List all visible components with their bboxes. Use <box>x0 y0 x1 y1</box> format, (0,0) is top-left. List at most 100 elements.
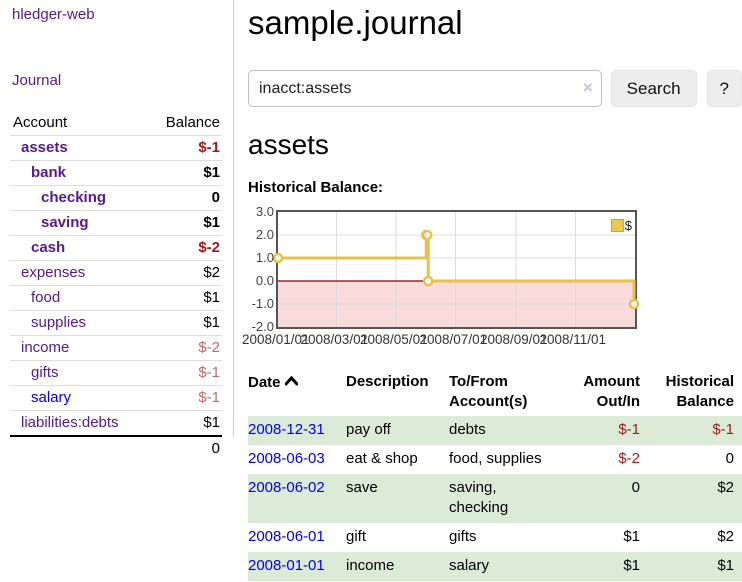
app-title-link[interactable]: hledger-web <box>12 6 95 23</box>
account-link[interactable]: saving <box>41 214 89 231</box>
account-balance: $-1 <box>148 360 222 386</box>
accounts-total-balance: 0 <box>148 435 222 461</box>
description-cell: eat & shop <box>346 450 418 467</box>
accounts-cell: saving, checking <box>449 479 509 516</box>
description-cell: gift <box>346 528 367 545</box>
sidebar-divider <box>233 0 234 437</box>
table-row: 2008-06-03 eat & shop food, supplies $-2 0 <box>248 445 742 474</box>
amount-cell: $1 <box>623 557 640 574</box>
date-link[interactable]: 2008-06-03 <box>248 450 325 467</box>
account-link[interactable]: checking <box>41 189 107 206</box>
chart-plot-area[interactable]: $ <box>272 210 640 329</box>
x-axis-tick-label: 2008/05/01 <box>360 332 428 347</box>
legend-swatch-icon <box>610 219 624 232</box>
balance-cell: $-1 <box>712 421 734 438</box>
account-row: liabilities:debts $1 <box>10 410 222 436</box>
chart-title: Historical Balance: <box>248 179 384 196</box>
search-button[interactable]: Search <box>610 70 697 107</box>
sidebar: hledger-web Journal Account Balance asse… <box>0 0 233 582</box>
account-balance: $-2 <box>148 235 222 261</box>
accounts-cell: food, supplies <box>449 450 542 467</box>
account-link[interactable]: expenses <box>21 264 86 281</box>
account-link[interactable]: supplies <box>31 314 87 331</box>
x-axis-tick-label: 2008/03/01 <box>300 332 369 347</box>
account-link[interactable]: cash <box>31 239 66 256</box>
account-balance: $2 <box>148 260 222 286</box>
x-axis-tick-label: 2008/09/01 <box>480 332 548 347</box>
search-bar: × Search ? <box>248 70 742 107</box>
register-header-accounts: To/From Account(s) <box>449 373 528 410</box>
account-row: bank $1 <box>10 160 222 186</box>
account-link[interactable]: income <box>21 339 70 356</box>
y-axis-tick-label: 2.0 <box>255 227 274 242</box>
account-row: assets $-1 <box>10 135 222 161</box>
description-cell: income <box>346 557 395 574</box>
clear-search-icon[interactable]: × <box>582 78 593 97</box>
register-header-date[interactable]: Date <box>248 368 346 416</box>
y-axis-tick-label: -1.0 <box>251 296 274 311</box>
account-balance: $-1 <box>148 135 222 161</box>
register-table: Date Description To/From Account(s) Amou… <box>248 368 742 581</box>
accounts-table: Account Balance assets $-1 bank $1 checking 0… <box>10 111 222 461</box>
accounts-cell: debts <box>449 421 486 438</box>
account-link[interactable]: liabilities:debts <box>21 414 119 431</box>
account-balance: $-1 <box>148 385 222 411</box>
main-content: sample.journal × Search ? assets Histori… <box>242 0 742 581</box>
register-header-amount: Amount Out/In <box>583 373 640 410</box>
account-row: expenses $2 <box>10 260 222 286</box>
description-cell: save <box>346 479 378 496</box>
account-section-title: assets <box>248 129 329 160</box>
x-axis-tick-label: 2008/01/01 <box>242 332 310 347</box>
account-row: food $1 <box>10 285 222 311</box>
date-link[interactable]: 2008-06-01 <box>248 528 325 545</box>
accounts-total-spacer <box>10 435 149 461</box>
balance-cell: $2 <box>717 479 734 496</box>
search-input[interactable] <box>248 70 602 107</box>
register-header-balance: Historical Balance <box>665 373 734 410</box>
legend-label: $ <box>624 218 632 233</box>
table-row: 2008-06-02 save saving, checking 0 $2 <box>248 474 742 523</box>
account-row: cash $-2 <box>10 235 222 261</box>
date-link[interactable]: 2008-12-31 <box>248 421 325 438</box>
x-axis-tick-label: 2008/11/01 <box>539 332 607 347</box>
y-axis-tick-label: -2.0 <box>251 319 274 334</box>
account-balance: $1 <box>148 410 222 436</box>
account-balance: $1 <box>148 285 222 311</box>
y-axis-tick-label: 0.0 <box>255 273 274 288</box>
amount-cell: $-1 <box>618 421 640 438</box>
table-row: 2008-01-01 income salary $1 $1 <box>248 552 742 581</box>
balance-cell: $1 <box>717 557 734 574</box>
accounts-cell: salary <box>449 557 490 574</box>
account-balance: $1 <box>148 160 222 186</box>
amount-cell: $1 <box>623 528 640 545</box>
table-row: 2008-06-01 gift gifts $1 $2 <box>248 523 742 552</box>
y-axis-tick-label: 3.0 <box>255 204 274 219</box>
account-row: gifts $-1 <box>10 360 222 386</box>
balance-cell: $2 <box>717 528 734 545</box>
page-title: sample.journal <box>248 4 463 41</box>
account-row: checking 0 <box>10 185 222 211</box>
register-header-description: Description <box>346 373 429 390</box>
balance-cell: 0 <box>725 450 734 467</box>
date-link[interactable]: 2008-01-01 <box>248 557 325 574</box>
table-row: 2008-12-31 pay off debts $-1 $-1 <box>248 416 742 445</box>
account-link[interactable]: bank <box>31 164 67 181</box>
description-cell: pay off <box>346 421 391 438</box>
amount-cell: 0 <box>631 479 640 496</box>
x-axis-tick-label: 2008/07/01 <box>419 332 488 347</box>
amount-cell: $-2 <box>618 450 640 467</box>
account-row: income $-2 <box>10 335 222 361</box>
account-balance: $-2 <box>148 335 222 361</box>
account-row: saving $1 <box>10 210 222 236</box>
accounts-cell: gifts <box>449 528 477 545</box>
date-link[interactable]: 2008-06-02 <box>248 479 325 496</box>
sidebar-item-journal[interactable]: Journal <box>12 72 62 89</box>
account-balance: $1 <box>148 310 222 336</box>
help-button[interactable]: ? <box>706 70 742 107</box>
account-link[interactable]: food <box>31 289 61 306</box>
y-axis-tick-label: 1.0 <box>255 250 274 265</box>
chevron-up-icon <box>284 372 299 392</box>
account-link[interactable]: salary <box>31 389 72 406</box>
account-link[interactable]: gifts <box>31 364 59 381</box>
account-link[interactable]: assets <box>21 139 68 156</box>
